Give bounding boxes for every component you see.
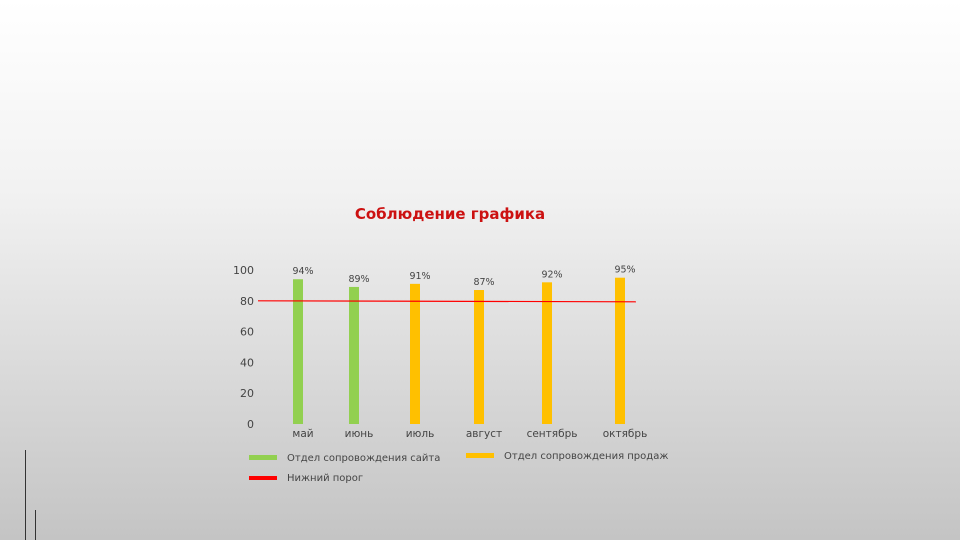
- bar-0: [293, 279, 303, 424]
- bar-4: [542, 282, 552, 424]
- y-tick-label: 20: [240, 387, 254, 400]
- data-label: 95%: [614, 265, 635, 276]
- legend-swatch: [466, 453, 494, 458]
- threshold-layer: [257, 300, 637, 303]
- legend-swatch: [249, 455, 277, 460]
- bar-1: [349, 286, 359, 424]
- x-category-label: июль: [406, 428, 435, 440]
- legend-swatch: [249, 476, 277, 480]
- x-axis-categories: май июнь июль август сентябрь октябрь: [292, 428, 647, 440]
- y-tick-label: 100: [233, 264, 254, 277]
- y-axis-ticks: 0 20 40 60 80 100: [233, 264, 254, 431]
- bar-3: [474, 290, 484, 424]
- data-labels: 94% 89% 91% 87% 92% 95%: [292, 265, 635, 288]
- y-tick-label: 80: [240, 295, 254, 308]
- legend-label: Нижний порог: [287, 473, 363, 484]
- data-label: 94%: [292, 266, 313, 277]
- legend-label: Отдел сопровождения сайта: [287, 453, 440, 464]
- data-label: 92%: [541, 269, 562, 280]
- legend: Отдел сопровождения сайта Отдел сопровожд…: [249, 451, 668, 484]
- x-category-label: сентябрь: [527, 428, 578, 440]
- y-tick-label: 60: [240, 326, 254, 339]
- bar-2: [410, 283, 420, 424]
- data-label: 87%: [473, 277, 494, 288]
- x-category-label: август: [466, 428, 502, 440]
- chart-title: Соблюдение графика: [355, 205, 545, 223]
- decorative-line-left: [25, 450, 26, 540]
- legend-label: Отдел сопровождения продаж: [504, 451, 668, 462]
- x-category-label: октябрь: [603, 428, 648, 440]
- x-category-label: июнь: [345, 428, 374, 440]
- bar-5: [615, 277, 625, 424]
- bars: [293, 277, 625, 424]
- data-label: 89%: [348, 274, 369, 285]
- threshold-line: [257, 300, 637, 303]
- data-label: 91%: [409, 271, 430, 282]
- y-tick-label: 0: [247, 418, 254, 431]
- x-category-label: май: [292, 428, 313, 440]
- decorative-line-right: [35, 510, 36, 540]
- y-tick-label: 40: [240, 356, 254, 369]
